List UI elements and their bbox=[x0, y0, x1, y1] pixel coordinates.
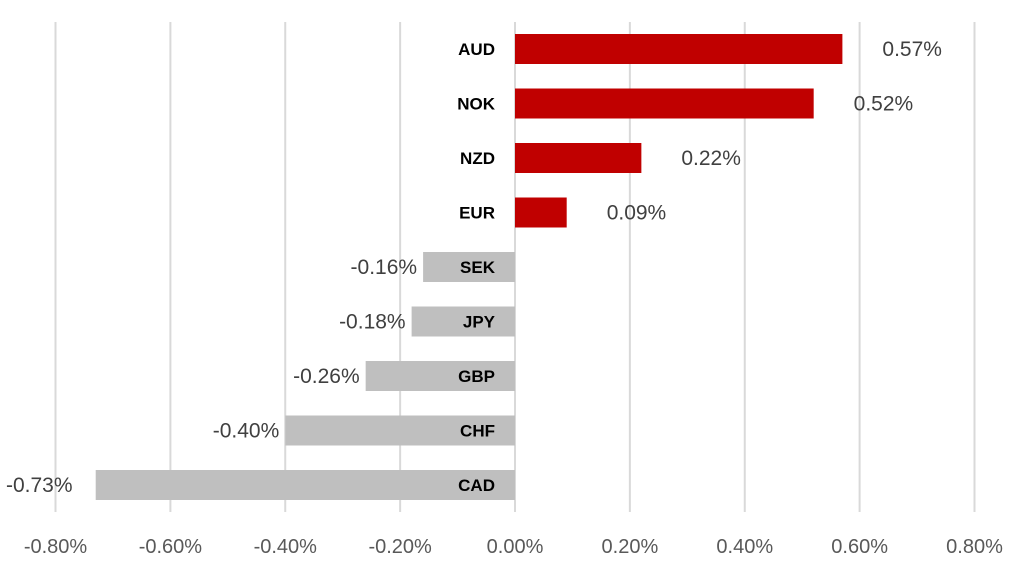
category-label-cad: CAD bbox=[458, 476, 495, 495]
category-label-nok: NOK bbox=[457, 95, 496, 114]
x-tick-label-3: -0.20% bbox=[368, 536, 432, 558]
x-tick-label-4: 0.00% bbox=[487, 536, 544, 558]
x-tick-label-5: 0.20% bbox=[602, 536, 659, 558]
value-label-sek: -0.16% bbox=[351, 256, 418, 279]
value-label-eur: 0.09% bbox=[607, 202, 667, 225]
value-label-nzd: 0.22% bbox=[681, 147, 741, 170]
x-tick-label-6: 0.40% bbox=[716, 536, 773, 558]
category-label-nzd: NZD bbox=[460, 149, 495, 168]
category-label-sek: SEK bbox=[460, 258, 496, 277]
value-label-gbp: -0.26% bbox=[293, 365, 360, 388]
value-label-chf: -0.40% bbox=[213, 420, 280, 443]
bar-cad bbox=[95, 470, 516, 500]
bar-sek bbox=[423, 252, 515, 282]
category-label-jpy: JPY bbox=[463, 313, 496, 332]
x-axis-tick-labels: -0.80% -0.60% -0.40% -0.20% 0.00% 0.20% 0.40% 0… bbox=[24, 536, 1003, 558]
category-labels: AUD NOK NZD EUR SEK JPY GBP CHF CAD bbox=[457, 40, 496, 495]
category-label-aud: AUD bbox=[458, 40, 495, 59]
value-label-cad: -0.73% bbox=[6, 474, 73, 497]
x-tick-label-8: 0.80% bbox=[946, 536, 1003, 558]
bars bbox=[95, 34, 843, 500]
bar-chf bbox=[285, 415, 515, 446]
value-label-jpy: -0.18% bbox=[339, 311, 406, 334]
bar-jpy bbox=[411, 306, 515, 337]
value-label-aud: 0.57% bbox=[882, 38, 942, 61]
x-tick-label-2: -0.40% bbox=[254, 536, 318, 558]
x-tick-label-1: -0.60% bbox=[139, 536, 203, 558]
bar-aud bbox=[515, 34, 843, 64]
bar-gbp bbox=[365, 361, 515, 391]
bar-eur bbox=[515, 197, 567, 228]
category-label-chf: CHF bbox=[460, 422, 495, 441]
x-tick-label-0: -0.80% bbox=[24, 536, 88, 558]
value-labels: 0.57% 0.52% 0.22% 0.09% -0.16% -0.18% -0.26% -0… bbox=[6, 38, 942, 497]
x-tick-label-7: 0.60% bbox=[831, 536, 888, 558]
category-label-gbp: GBP bbox=[458, 367, 495, 386]
category-label-eur: EUR bbox=[459, 204, 495, 223]
bar-nok bbox=[515, 88, 814, 119]
bar-nzd bbox=[515, 143, 642, 173]
value-label-nok: 0.52% bbox=[854, 93, 914, 116]
